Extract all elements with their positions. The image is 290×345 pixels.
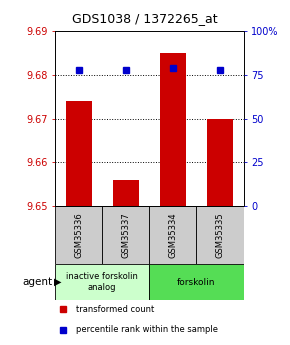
Text: GSM35335: GSM35335 — [215, 213, 224, 258]
Text: ▶: ▶ — [54, 277, 62, 287]
Bar — [160, 53, 186, 206]
Bar — [207, 119, 233, 206]
Text: GSM35337: GSM35337 — [121, 213, 130, 258]
Bar — [66, 101, 92, 206]
Text: inactive forskolin
analog: inactive forskolin analog — [66, 273, 138, 292]
Bar — [102, 206, 149, 265]
Bar — [113, 180, 139, 206]
Text: forskolin: forskolin — [177, 278, 216, 287]
Text: GSM35336: GSM35336 — [74, 213, 83, 258]
Text: GSM35334: GSM35334 — [168, 213, 177, 258]
Text: agent: agent — [23, 277, 53, 287]
Bar — [196, 206, 244, 265]
Bar — [55, 206, 102, 265]
Text: GDS1038 / 1372265_at: GDS1038 / 1372265_at — [72, 12, 218, 25]
Bar — [149, 206, 196, 265]
Bar — [55, 265, 149, 300]
Text: percentile rank within the sample: percentile rank within the sample — [76, 325, 218, 334]
Bar — [149, 265, 244, 300]
Text: transformed count: transformed count — [76, 305, 154, 314]
